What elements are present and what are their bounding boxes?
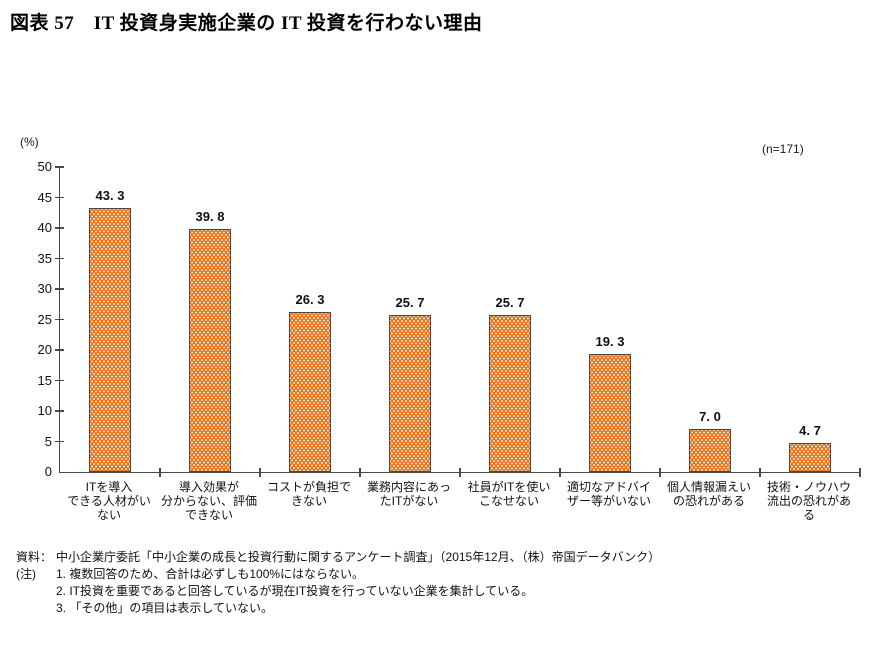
- category-label: コストが負担で きない: [267, 480, 351, 508]
- y-axis-tick-label: 35: [37, 250, 52, 266]
- y-axis-tick: [55, 410, 64, 412]
- category-label-line: 個人情報漏えい: [666, 480, 752, 494]
- category-label: 適切なアドバイ ザー等がいない: [567, 480, 651, 508]
- y-axis-tick-label: 30: [37, 281, 52, 296]
- y-axis-tick: [55, 440, 64, 443]
- footer-row-prefix: 資料：: [16, 550, 53, 564]
- bar: [389, 315, 431, 472]
- y-axis-tick-label: 15: [37, 372, 52, 388]
- bar-value-label: 7. 0: [699, 409, 721, 425]
- category-label-line: 適切なアドバイ: [566, 480, 652, 494]
- y-axis-tick: [55, 349, 64, 351]
- category-label-line: 導入効果が: [178, 480, 240, 494]
- category-label-line: できない: [184, 508, 234, 522]
- x-axis-tick: [659, 468, 661, 477]
- category-label-line: きない: [290, 494, 328, 508]
- category-label-line: ない: [96, 508, 122, 522]
- y-axis-tick: [55, 288, 64, 290]
- y-axis-tick-label: 0: [44, 464, 52, 479]
- category-label: 社員がITを使い こなせない: [468, 480, 551, 508]
- x-axis-tick: [759, 468, 761, 477]
- bar: [89, 207, 131, 472]
- category-label-line: たITがない: [379, 494, 439, 508]
- category-label-line: 流出の恐れがあ: [766, 494, 852, 508]
- category-label-line: の恐れがある: [672, 494, 746, 508]
- y-axis-tick-label: 20: [37, 342, 52, 357]
- footer-row-text: 1. 複数回答のため、合計は必ずしも100%にはならない。: [56, 567, 365, 581]
- bar-value-label: 25. 7: [495, 295, 525, 311]
- y-axis-tick: [55, 318, 64, 321]
- bar: [789, 443, 831, 472]
- footer-row-prefix: [16, 584, 56, 599]
- y-axis-tick: [55, 196, 64, 199]
- footer-row-prefix: (注): [16, 567, 36, 581]
- bar: [289, 311, 331, 472]
- y-axis-tick-label: 50: [37, 159, 52, 174]
- footer-row: 2. IT投資を重要であると回答しているが現在IT投資を行っていない企業を集計し…: [16, 584, 533, 599]
- category-label: 個人情報漏えい の恐れがある: [667, 480, 751, 508]
- footer-row: 3. 「その他」の項目は表示していない。: [16, 601, 273, 616]
- figure-title: 図表 57 IT 投資身実施企業の IT 投資を行わない理由: [10, 13, 483, 34]
- y-axis-tick-label: 45: [37, 189, 52, 205]
- bar: [189, 229, 231, 472]
- y-axis-tick: [55, 379, 64, 382]
- footer-row-text: 3. 「その他」の項目は表示していない。: [56, 601, 273, 615]
- bar-value-label: 19. 3: [595, 334, 625, 350]
- category-label-line: る: [802, 508, 816, 522]
- y-axis-tick: [55, 257, 64, 260]
- category-label-line: 技術・ノウハウ: [766, 480, 852, 494]
- y-axis-tick: [55, 166, 64, 168]
- y-axis-unit-label: (%): [20, 135, 39, 149]
- category-label-line: こなせない: [478, 494, 540, 508]
- x-axis-tick: [359, 468, 361, 477]
- bar: [689, 429, 731, 472]
- footer-row-text: 2. IT投資を重要であると回答しているが現在IT投資を行っていない企業を集計し…: [56, 584, 534, 598]
- footer-row: 資料： 中小企業庁委託「中小企業の成長と投資行動に関するアンケート調査」（2015…: [16, 550, 660, 565]
- x-axis-tick: [259, 468, 261, 477]
- x-axis-category-labels: ITを導入 できる人材がい ない 導入効果が 分からない、評価 できない コストが負担で きな…: [59, 480, 859, 540]
- category-label-line: コストが負担で: [266, 480, 352, 494]
- plot-area: 43. 3 39. 8 26. 3 25. 7 25. 7 19. 3 7. 0 4. 7: [55, 166, 861, 477]
- footer-row-text: 中小企業庁委託「中小企業の成長と投資行動に関するアンケート調査」（2015年12…: [56, 550, 661, 564]
- category-label-line: できる人材がい: [67, 494, 151, 508]
- category-label-line: 業務内容にあっ: [366, 480, 452, 494]
- category-label-line: 分からない、評価: [160, 494, 258, 508]
- x-axis-tick: [159, 468, 161, 477]
- bar-value-label: 25. 7: [395, 295, 425, 311]
- y-axis-tick: [55, 227, 64, 229]
- bar-value-label: 26. 3: [295, 291, 325, 307]
- category-label-line: ザー等がいない: [566, 494, 652, 508]
- category-label: ITを導入 できる人材がい ない: [67, 480, 151, 522]
- category-label-line: ITを導入: [85, 480, 133, 494]
- category-label: 技術・ノウハウ 流出の恐れがある: [767, 480, 851, 522]
- footer-row-prefix: [16, 601, 56, 616]
- bar-value-label: 4. 7: [799, 423, 821, 439]
- y-axis-tick-label: 10: [37, 403, 52, 418]
- bar: [489, 315, 531, 472]
- x-axis-tick: [459, 468, 461, 477]
- category-label: 導入効果が 分からない、評価 できない: [161, 480, 257, 522]
- x-axis-tick: [559, 468, 561, 477]
- y-axis-tick-label: 40: [37, 220, 52, 235]
- y-axis-tick-label: 25: [37, 311, 52, 327]
- footer-row: (注) 1. 複数回答のため、合計は必ずしも100%にはならない。: [16, 567, 364, 582]
- y-axis-tick-label: 5: [44, 433, 52, 449]
- bar-value-label: 39. 8: [195, 209, 225, 225]
- bar-value-label: 43. 3: [95, 187, 125, 203]
- sample-size-label: (n=171): [762, 142, 804, 156]
- category-label-line: 社員がITを使い: [467, 480, 551, 494]
- x-axis-tick: [859, 468, 861, 477]
- bar: [589, 354, 631, 472]
- category-label: 業務内容にあっ たITがない: [367, 480, 451, 508]
